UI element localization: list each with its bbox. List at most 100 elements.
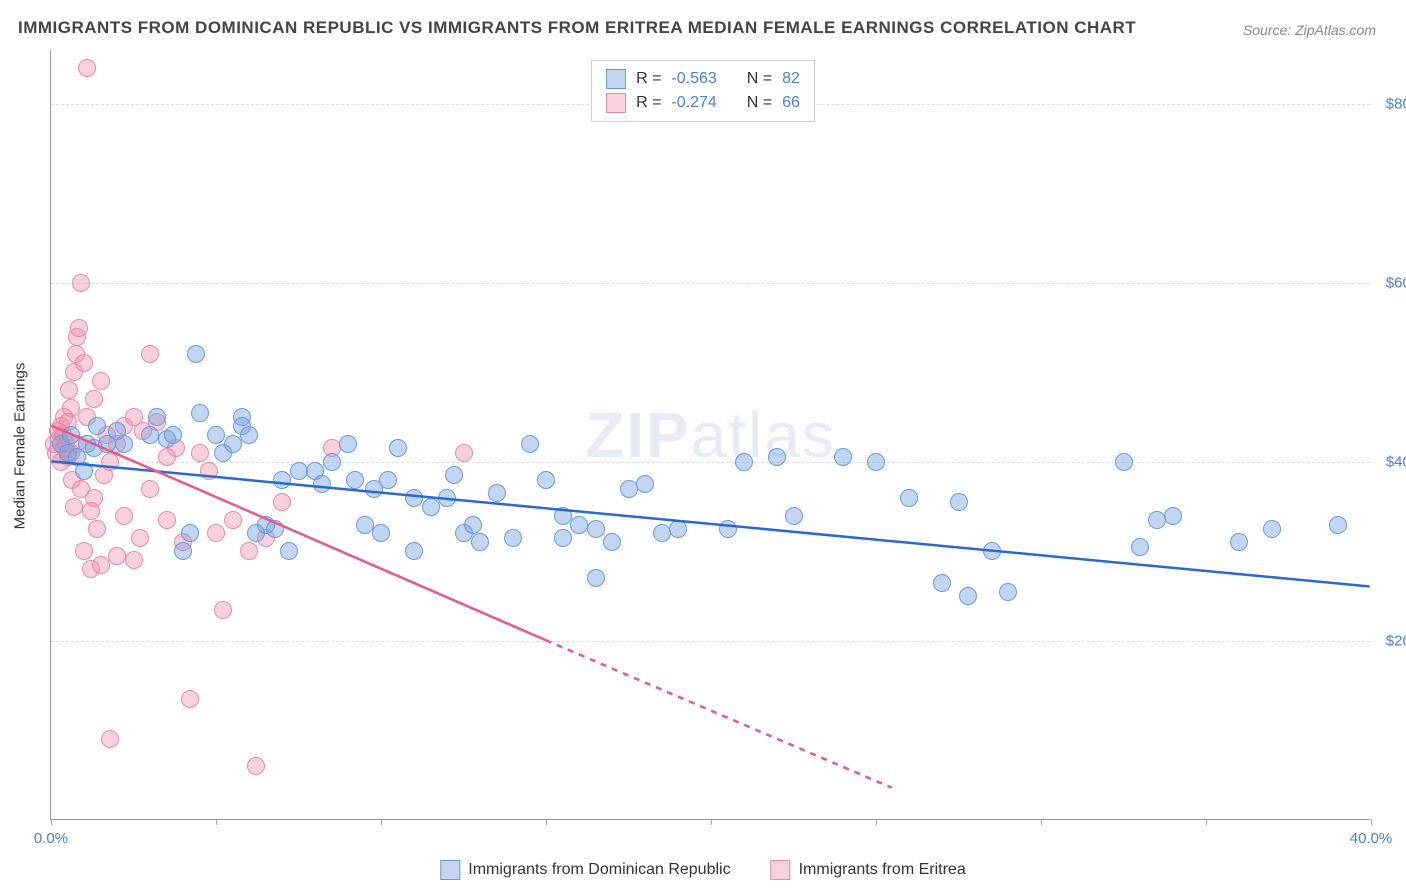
x-tick (711, 819, 712, 825)
legend-row-b: R = -0.274 N = 66 (606, 91, 800, 115)
data-point (247, 757, 265, 775)
data-point (768, 448, 786, 466)
data-point (200, 462, 218, 480)
data-point (88, 520, 106, 538)
data-point (669, 520, 687, 538)
x-tick (381, 819, 382, 825)
x-tick (546, 819, 547, 825)
data-point (75, 542, 93, 560)
data-point (521, 435, 539, 453)
data-point (372, 524, 390, 542)
data-point (141, 345, 159, 363)
data-point (273, 493, 291, 511)
x-tick-label-left: 0.0% (34, 830, 68, 847)
gridline (51, 641, 1370, 642)
data-point (438, 489, 456, 507)
data-point (834, 448, 852, 466)
data-point (290, 462, 308, 480)
data-point (92, 556, 110, 574)
legend-item-b: Immigrants from Eritrea (771, 860, 966, 880)
data-point (1329, 516, 1347, 534)
watermark: ZIPatlas (585, 398, 836, 472)
plot-area: ZIPatlas $20,000$40,000$60,000$80,0000.0… (50, 50, 1370, 820)
data-point (620, 480, 638, 498)
data-point (950, 493, 968, 511)
data-point (131, 529, 149, 547)
data-point (405, 489, 423, 507)
swatch-b-icon (771, 860, 791, 880)
data-point (181, 524, 199, 542)
data-point (900, 489, 918, 507)
data-point (389, 439, 407, 457)
data-point (125, 551, 143, 569)
y-tick-label: $20,000 (1380, 632, 1406, 649)
data-point (214, 601, 232, 619)
data-point (933, 574, 951, 592)
data-point (60, 381, 78, 399)
x-tick-label-right: 40.0% (1350, 830, 1393, 847)
x-tick (1041, 819, 1042, 825)
gridline (51, 283, 1370, 284)
data-point (141, 426, 159, 444)
data-point (983, 542, 1001, 560)
data-point (537, 471, 555, 489)
data-point (115, 435, 133, 453)
data-point (719, 520, 737, 538)
data-point (636, 475, 654, 493)
data-point (101, 453, 119, 471)
data-point (1164, 507, 1182, 525)
data-point (554, 529, 572, 547)
data-point (85, 390, 103, 408)
data-point (181, 690, 199, 708)
data-point (471, 533, 489, 551)
y-tick-label: $80,000 (1380, 95, 1406, 112)
data-point (92, 372, 110, 390)
data-point (554, 507, 572, 525)
data-point (323, 453, 341, 471)
data-point (999, 583, 1017, 601)
data-point (1115, 453, 1133, 471)
x-tick (1206, 819, 1207, 825)
data-point (1148, 511, 1166, 529)
gridline (51, 462, 1370, 463)
data-point (504, 529, 522, 547)
data-point (422, 498, 440, 516)
data-point (187, 345, 205, 363)
data-point (570, 516, 588, 534)
chart-title: IMMIGRANTS FROM DOMINICAN REPUBLIC VS IM… (18, 18, 1136, 38)
data-point (62, 399, 80, 417)
data-point (191, 404, 209, 422)
correlation-legend: R = -0.563 N = 82 R = -0.274 N = 66 (591, 60, 815, 122)
data-point (735, 453, 753, 471)
data-point (65, 498, 83, 516)
data-point (75, 354, 93, 372)
data-point (405, 542, 423, 560)
swatch-a (606, 69, 626, 89)
legend-item-a: Immigrants from Dominican Republic (440, 860, 730, 880)
data-point (164, 426, 182, 444)
data-point (174, 542, 192, 560)
data-point (224, 435, 242, 453)
y-tick-label: $40,000 (1380, 453, 1406, 470)
y-axis-title: Median Female Earnings (12, 363, 29, 530)
data-point (88, 417, 106, 435)
data-point (141, 480, 159, 498)
data-point (224, 511, 242, 529)
data-point (191, 444, 209, 462)
x-tick (876, 819, 877, 825)
data-point (207, 426, 225, 444)
data-point (108, 547, 126, 565)
data-point (207, 524, 225, 542)
data-point (587, 520, 605, 538)
data-point (1131, 538, 1149, 556)
data-point (72, 274, 90, 292)
data-point (464, 516, 482, 534)
data-point (488, 484, 506, 502)
data-point (379, 471, 397, 489)
y-tick-label: $60,000 (1380, 274, 1406, 291)
x-tick (51, 819, 52, 825)
data-point (867, 453, 885, 471)
x-tick (216, 819, 217, 825)
data-point (148, 408, 166, 426)
data-point (280, 542, 298, 560)
